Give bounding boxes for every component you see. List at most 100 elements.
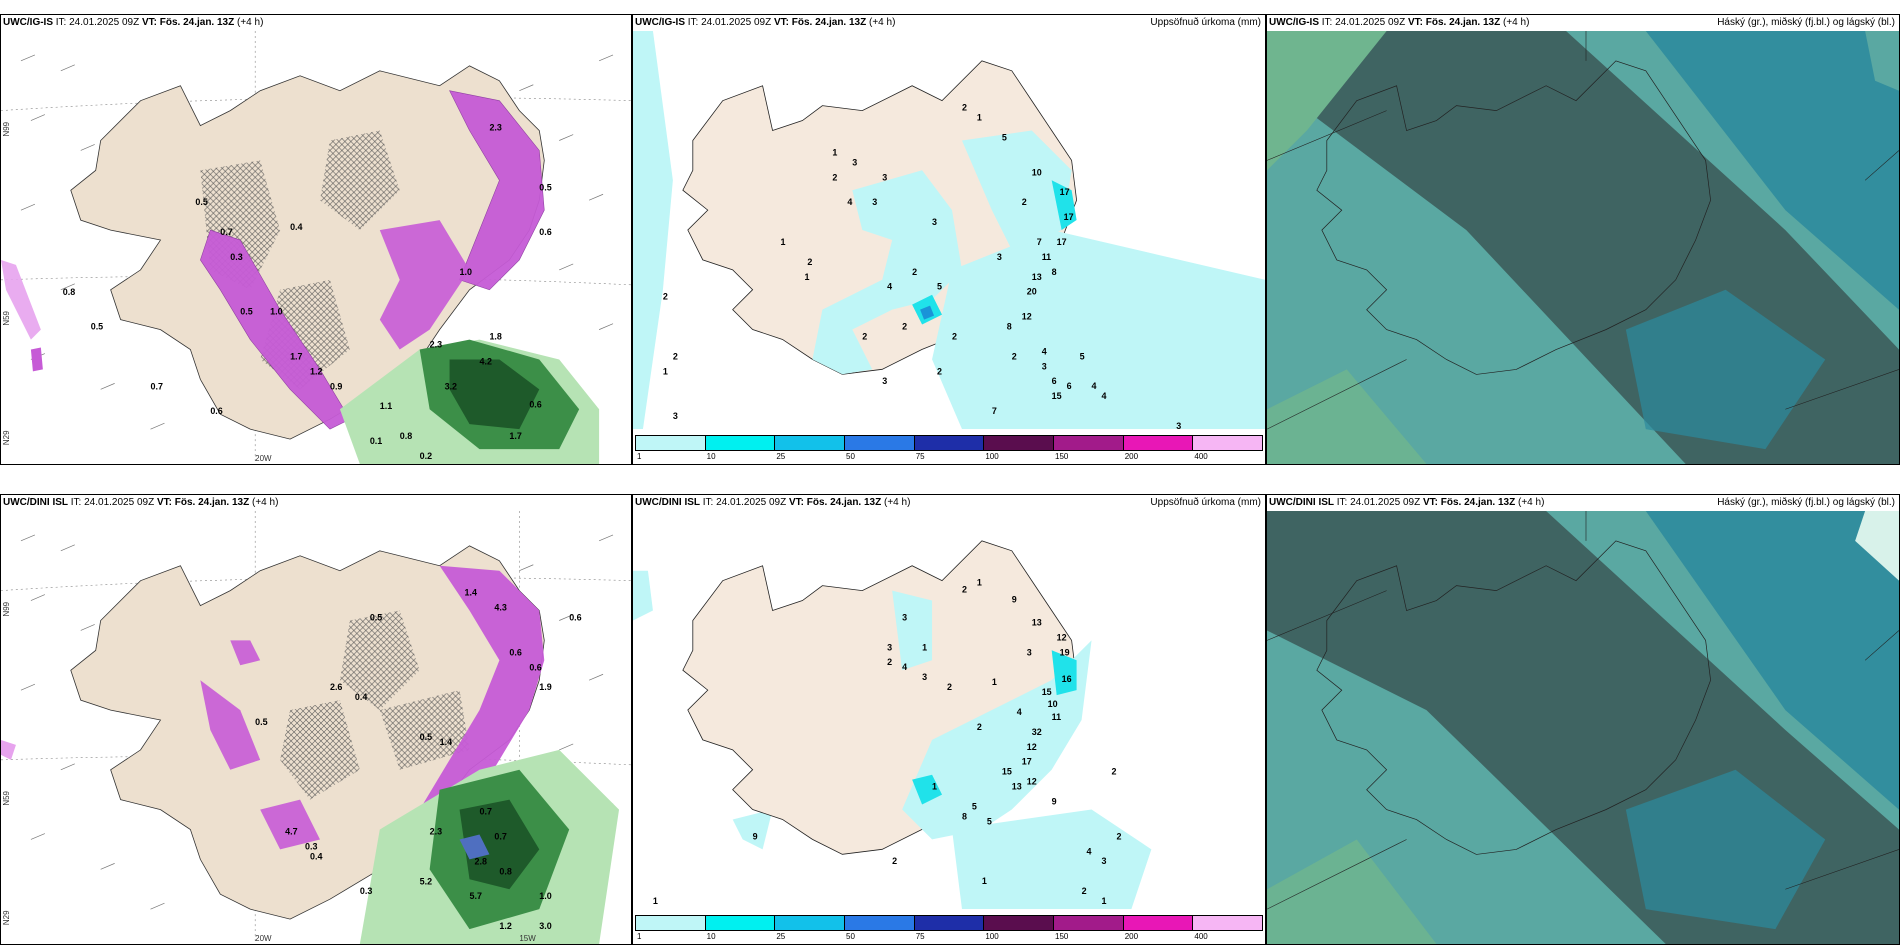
map-label: 4.3 <box>494 603 506 613</box>
legend-label: 10 <box>706 452 716 461</box>
map-label: 3 <box>932 217 937 227</box>
map-label: 2 <box>937 366 942 376</box>
model-name: UWC/DINI ISL <box>1269 497 1334 508</box>
map-label: 2 <box>887 657 892 667</box>
legend-label: 150 <box>1055 452 1069 461</box>
map-label: 5.7 <box>470 891 482 901</box>
map-label: 0.6 <box>539 227 551 237</box>
map-svg: 2.3 0.7 0.8 0.5 0.4 0.3 1.0 0.5 1.7 1.2 … <box>1 31 631 464</box>
legend-swatch: 400 <box>1192 435 1264 461</box>
map-label: 6 <box>1067 381 1072 391</box>
map-label: 2 <box>912 267 917 277</box>
precip-labels: 2 1 9 3 3 1 13 2 4 12 3 3 19 16 2 1 15 1… <box>653 578 1122 906</box>
map-label: 2 <box>892 856 897 866</box>
valid-time-label: VT: <box>788 497 804 508</box>
map-label: 2.8 <box>474 856 486 866</box>
map-clouds <box>1267 511 1899 944</box>
precip-labels: 1.4 4.3 0.6 0.5 2.6 0.6 0.4 0.5 1.4 0.7 … <box>255 588 581 931</box>
map-label: 13 <box>1032 272 1042 282</box>
lead-time: (+4 h) <box>237 17 264 28</box>
map-label: 15 <box>1042 687 1052 697</box>
map-label: 0.8 <box>499 866 511 876</box>
legend-label: 200 <box>1124 932 1139 941</box>
map-label: 3 <box>1102 856 1107 866</box>
init-time: IT: 24.01.2025 09Z <box>1336 497 1421 508</box>
map-label: 0.5 <box>370 613 382 623</box>
panel-header: UWC/IG-IS IT: 24.01.2025 09Z VT: Fös. 24… <box>1269 17 1529 29</box>
map-label: 1.2 <box>310 366 322 376</box>
map-label: 1.2 <box>499 921 511 931</box>
map-label: 5 <box>987 816 992 826</box>
legend-swatch: 100 <box>983 915 1054 941</box>
panel-title: Uppsöfnuð úrkoma (mm) <box>1150 17 1261 28</box>
panel-title: Háský (gr.), miðský (fj.bl.) og lágský (… <box>1717 17 1895 28</box>
legend-label: 75 <box>915 932 925 941</box>
map-label: 3 <box>887 642 892 652</box>
panel-bottom-right: UWC/DINI ISL IT: 24.01.2025 09Z VT: Fös.… <box>1266 494 1900 945</box>
map-label: 3 <box>902 612 907 622</box>
precip-legend: 1 10 25 50 75 100 150 200 400 <box>633 914 1265 944</box>
map-label: 2 <box>1022 197 1027 207</box>
map-label: 3 <box>882 376 887 386</box>
map-label: 1.4 <box>465 588 477 598</box>
panel-header: UWC/IG-IS IT: 24.01.2025 09Z VT: Fös. 24… <box>3 17 263 29</box>
legend-label: 150 <box>1055 932 1069 941</box>
map-svg: 2 1 5 1 2 3 3 4 3 3 10 2 17 17 7 17 3 11… <box>633 31 1265 434</box>
valid-time: Fös. 24.jan. 13Z <box>806 497 882 508</box>
map-label: 0.7 <box>479 807 491 817</box>
map-label: 2 <box>862 331 867 341</box>
map-label: 1 <box>977 113 982 123</box>
lat-label: N99 <box>2 121 11 136</box>
map-label: 1.1 <box>380 401 392 411</box>
map-label: 4 <box>1042 346 1047 356</box>
lat-label: N99 <box>2 601 11 616</box>
map-clouds <box>1267 31 1899 464</box>
legend-swatch: 1 <box>635 435 705 461</box>
map-label: 1.7 <box>290 351 302 361</box>
panel-top-right: UWC/IG-IS IT: 24.01.2025 09Z VT: Fös. 24… <box>1266 14 1900 465</box>
legend-swatch: 50 <box>844 435 914 461</box>
legend-swatch: 1 <box>635 915 705 941</box>
panel-bottom-middle: UWC/DINI ISL IT: 24.01.2025 09Z VT: Fös.… <box>632 494 1266 945</box>
lead-time: (+4 h) <box>1503 17 1530 28</box>
valid-time: Fös. 24.jan. 13Z <box>174 497 250 508</box>
map-svg: 2 1 9 3 3 1 13 2 4 12 3 3 19 16 2 1 15 1… <box>633 511 1265 914</box>
lat-label: N59 <box>2 790 11 805</box>
map-label: 1 <box>663 366 668 376</box>
map-label: 9 <box>1052 797 1057 807</box>
map-label: 7 <box>1037 237 1042 247</box>
map-label: 6 <box>1052 376 1057 386</box>
map-label: 13 <box>1032 617 1042 627</box>
map-label: 1.0 <box>460 267 472 277</box>
map-label: 2.6 <box>330 682 342 692</box>
legend-label: 25 <box>776 452 786 461</box>
map-svg <box>1267 31 1899 464</box>
map-label: 1 <box>832 147 837 157</box>
model-name: UWC/DINI ISL <box>635 497 700 508</box>
valid-time: Fös. 24.jan. 13Z <box>1440 497 1516 508</box>
panel-header: UWC/DINI ISL IT: 24.01.2025 09Z VT: Fös.… <box>3 497 278 509</box>
map-label: 15 <box>1002 767 1012 777</box>
map-label: 3.2 <box>445 381 457 391</box>
model-name: UWC/DINI ISL <box>3 497 68 508</box>
legend-label: 400 <box>1194 452 1208 461</box>
valid-time: Fös. 24.jan. 13Z <box>1425 17 1501 28</box>
map-label: 1.7 <box>509 431 521 441</box>
map-precip-type: 1.4 4.3 0.6 0.5 2.6 0.6 0.4 0.5 1.4 0.7 … <box>1 511 631 944</box>
map-precip-type: 2.3 0.7 0.8 0.5 0.4 0.3 1.0 0.5 1.7 1.2 … <box>1 31 631 464</box>
map-label: 2 <box>663 292 668 302</box>
map-label: 4 <box>1092 381 1097 391</box>
map-label: 1 <box>804 272 809 282</box>
map-label: 1 <box>932 782 937 792</box>
map-label: 3 <box>922 672 927 682</box>
map-label: 0.5 <box>195 197 207 207</box>
model-name: UWC/IG-IS <box>635 17 685 28</box>
map-label: 1.4 <box>440 737 452 747</box>
lat-label: N29 <box>2 910 11 925</box>
panel-top-middle: UWC/IG-IS IT: 24.01.2025 09Z VT: Fös. 24… <box>632 14 1266 465</box>
legend-swatch: 100 <box>983 435 1054 461</box>
map-label: 2 <box>962 103 967 113</box>
map-label: 2 <box>1111 767 1116 777</box>
map-label: 0.3 <box>230 252 242 262</box>
map-label: 3 <box>1042 361 1047 371</box>
